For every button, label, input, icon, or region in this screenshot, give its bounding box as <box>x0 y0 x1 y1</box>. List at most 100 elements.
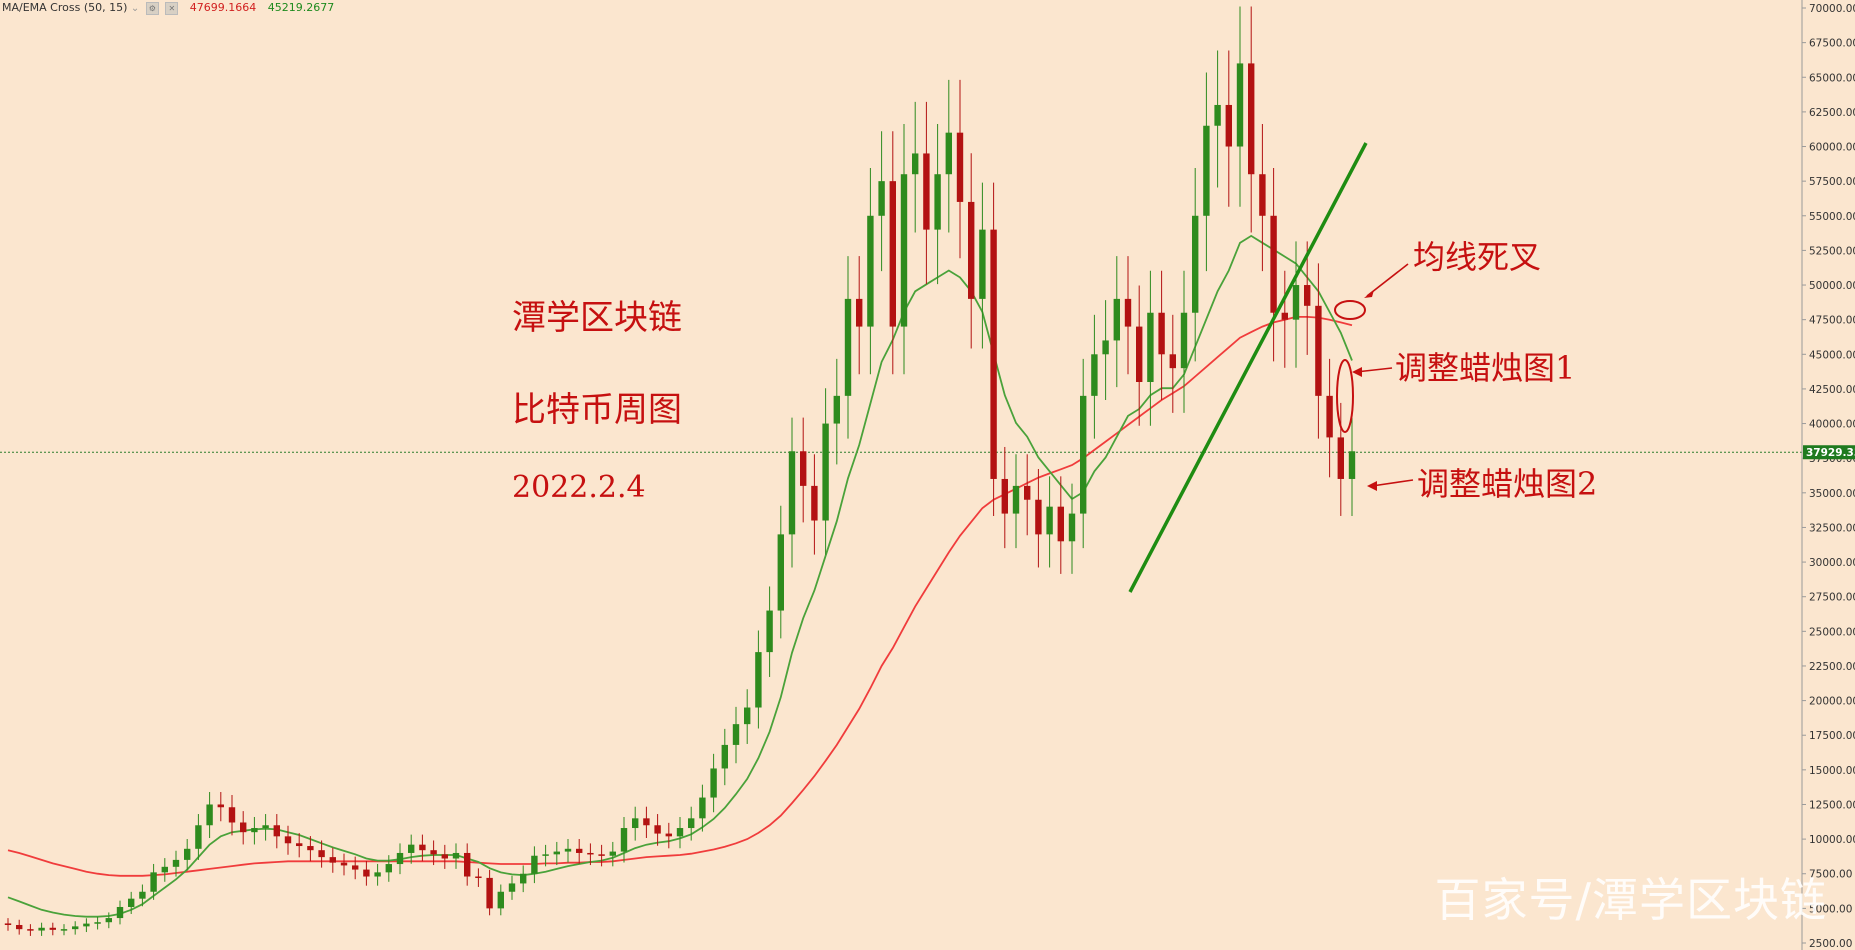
candle[interactable] <box>1169 314 1176 413</box>
indicator-legend[interactable]: MA/EMA Cross (50, 15) ⌄ ⚙ ✕ 47699.1664 4… <box>2 1 334 15</box>
candle[interactable] <box>497 884 504 916</box>
candle[interactable] <box>83 918 90 933</box>
candle[interactable] <box>912 101 919 233</box>
candle[interactable] <box>1102 300 1109 401</box>
candle[interactable] <box>385 855 392 882</box>
candle[interactable] <box>732 706 740 764</box>
candle[interactable] <box>486 869 493 916</box>
price-axis[interactable]: 70000.00 67500.00 65000.00 62500.00 60000.00… <box>1801 0 1855 950</box>
candle[interactable] <box>49 922 56 936</box>
candle[interactable] <box>710 753 717 813</box>
candle[interactable] <box>699 784 706 832</box>
candle[interactable] <box>721 728 728 786</box>
candle[interactable] <box>665 822 672 849</box>
candle[interactable] <box>1326 358 1333 478</box>
settings-icon[interactable]: ⚙ <box>145 1 159 15</box>
candle[interactable] <box>1024 454 1031 536</box>
candle[interactable] <box>1158 270 1165 401</box>
candle[interactable] <box>1259 123 1266 272</box>
candle[interactable] <box>990 182 997 516</box>
candle[interactable] <box>128 891 135 915</box>
candle[interactable] <box>676 816 684 849</box>
candle[interactable] <box>643 806 650 839</box>
candle[interactable] <box>766 586 773 677</box>
candle[interactable] <box>475 868 482 887</box>
candle[interactable] <box>1046 476 1053 568</box>
candle[interactable] <box>1180 270 1188 413</box>
candle[interactable] <box>374 863 381 886</box>
candle[interactable] <box>867 167 874 375</box>
candle[interactable] <box>744 689 751 744</box>
candle[interactable] <box>329 847 336 873</box>
candle[interactable] <box>72 921 79 935</box>
candle[interactable] <box>172 850 180 877</box>
candle[interactable] <box>262 814 269 841</box>
candle[interactable] <box>800 417 807 523</box>
candle[interactable] <box>318 840 325 868</box>
candle[interactable] <box>1012 454 1020 549</box>
candle[interactable] <box>934 123 941 285</box>
candle[interactable] <box>576 839 583 864</box>
candle[interactable] <box>878 131 885 272</box>
candle[interactable] <box>105 912 112 929</box>
trend-line[interactable] <box>1128 142 1368 593</box>
candle[interactable] <box>844 256 852 439</box>
candle[interactable] <box>1337 402 1344 516</box>
candle[interactable] <box>184 839 191 871</box>
candle[interactable] <box>1248 6 1255 233</box>
candle[interactable] <box>632 806 639 841</box>
candle[interactable] <box>284 825 292 855</box>
close-icon[interactable]: ✕ <box>165 1 179 15</box>
candle[interactable] <box>923 101 930 285</box>
candle[interactable] <box>27 924 34 936</box>
candle[interactable] <box>1348 417 1356 516</box>
candle[interactable] <box>408 834 415 864</box>
candle[interactable] <box>956 79 964 259</box>
candle[interactable] <box>161 858 168 882</box>
candle[interactable] <box>520 865 527 893</box>
candle[interactable] <box>1292 241 1300 368</box>
candle[interactable] <box>38 922 45 936</box>
candle[interactable] <box>195 814 202 860</box>
candle[interactable] <box>979 182 986 349</box>
candle[interactable] <box>598 844 605 867</box>
candle[interactable] <box>430 840 437 866</box>
candle[interactable] <box>1203 72 1210 272</box>
candle[interactable] <box>228 794 236 836</box>
candle[interactable] <box>206 792 213 839</box>
candle[interactable] <box>352 856 359 880</box>
candle[interactable] <box>1304 241 1311 355</box>
candle[interactable] <box>620 816 628 863</box>
candle[interactable] <box>564 839 572 863</box>
candles-layer[interactable] <box>4 6 1356 936</box>
candle[interactable] <box>1225 50 1232 207</box>
candle[interactable] <box>889 131 896 375</box>
indicator-name[interactable]: MA/EMA Cross (50, 15) <box>2 1 128 14</box>
candle[interactable] <box>139 884 146 907</box>
candle[interactable] <box>856 256 863 375</box>
candle[interactable] <box>240 811 247 845</box>
candle[interactable] <box>945 79 952 233</box>
candle[interactable] <box>60 924 68 936</box>
candle[interactable] <box>419 834 426 862</box>
candle[interactable] <box>452 843 460 869</box>
candle[interactable] <box>654 814 661 846</box>
candle[interactable] <box>16 919 23 935</box>
candle[interactable] <box>968 153 975 349</box>
candle[interactable] <box>755 630 762 729</box>
candle[interactable] <box>307 836 314 862</box>
candle[interactable] <box>396 843 404 875</box>
candle[interactable] <box>116 900 124 925</box>
candle[interactable] <box>1315 263 1322 439</box>
candle[interactable] <box>542 844 549 867</box>
candle[interactable] <box>441 844 448 869</box>
candle[interactable] <box>1080 358 1087 549</box>
candle[interactable] <box>777 505 784 639</box>
candle[interactable] <box>900 123 908 375</box>
candle[interactable] <box>1147 270 1154 426</box>
candle[interactable] <box>833 358 840 465</box>
candle[interactable] <box>217 792 224 822</box>
candle[interactable] <box>1113 256 1120 388</box>
candle[interactable] <box>94 916 101 930</box>
